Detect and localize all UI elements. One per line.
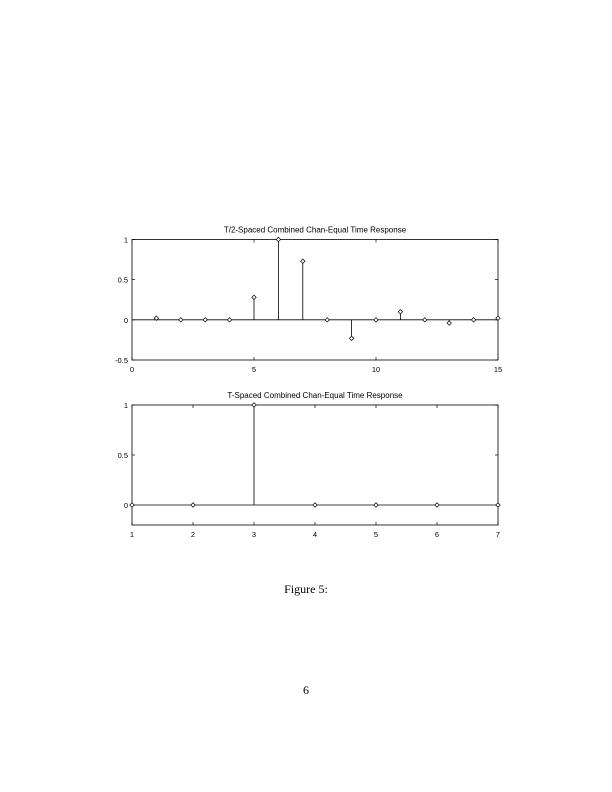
x-tick-label: 15 xyxy=(494,365,502,374)
stem-marker xyxy=(446,320,452,326)
stem-marker xyxy=(129,502,135,508)
y-tick-label: 0 xyxy=(124,501,128,510)
x-tick-label: 1 xyxy=(130,530,134,539)
stem-marker xyxy=(226,317,233,323)
stem-marker xyxy=(251,294,257,301)
stem-marker xyxy=(178,317,184,323)
x-tick-label: 3 xyxy=(252,530,256,539)
stem-marker xyxy=(300,258,306,264)
stem-marker xyxy=(422,317,428,323)
stem-marker xyxy=(275,236,282,243)
x-tick-label: 10 xyxy=(372,365,380,374)
x-tick-label: 2 xyxy=(191,530,195,539)
stem-marker xyxy=(397,309,404,315)
stem-marker xyxy=(153,315,160,321)
stem-marker xyxy=(373,502,379,508)
chart-1: T/2-Spaced Combined Chan-Equal Time Resp… xyxy=(115,226,502,375)
y-tick-label: 1 xyxy=(124,236,128,245)
y-tick-label: 0 xyxy=(124,316,128,325)
y-tick-label: 0.5 xyxy=(118,276,128,285)
stem-marker xyxy=(470,317,477,323)
stem-marker xyxy=(190,502,196,508)
stem-marker xyxy=(348,335,355,342)
y-tick-label: 0.5 xyxy=(118,451,128,460)
stem-marker xyxy=(495,502,501,508)
x-tick-label: 0 xyxy=(130,365,134,374)
x-tick-label: 6 xyxy=(435,530,439,539)
chart-2: T-Spaced Combined Chan-Equal Time Respon… xyxy=(118,391,501,539)
page-number: 6 xyxy=(303,683,309,697)
x-tick-label: 5 xyxy=(252,365,256,374)
stem-marker xyxy=(312,502,318,508)
stem-marker xyxy=(324,317,330,323)
chart-title: T/2-Spaced Combined Chan-Equal Time Resp… xyxy=(224,226,407,235)
y-tick-label: 1 xyxy=(124,401,128,410)
stem-marker xyxy=(251,402,257,408)
x-tick-label: 4 xyxy=(313,530,317,539)
y-tick-label: -0.5 xyxy=(115,356,128,365)
chart-title: T-Spaced Combined Chan-Equal Time Respon… xyxy=(227,391,403,400)
x-tick-label: 5 xyxy=(374,530,378,539)
stem-marker xyxy=(495,315,501,321)
stem-marker xyxy=(434,502,440,508)
plot-frame xyxy=(131,239,499,361)
figure-caption: Figure 5: xyxy=(284,582,328,596)
stem-marker xyxy=(202,317,208,323)
stem-marker xyxy=(373,317,379,323)
x-tick-label: 7 xyxy=(496,530,500,539)
